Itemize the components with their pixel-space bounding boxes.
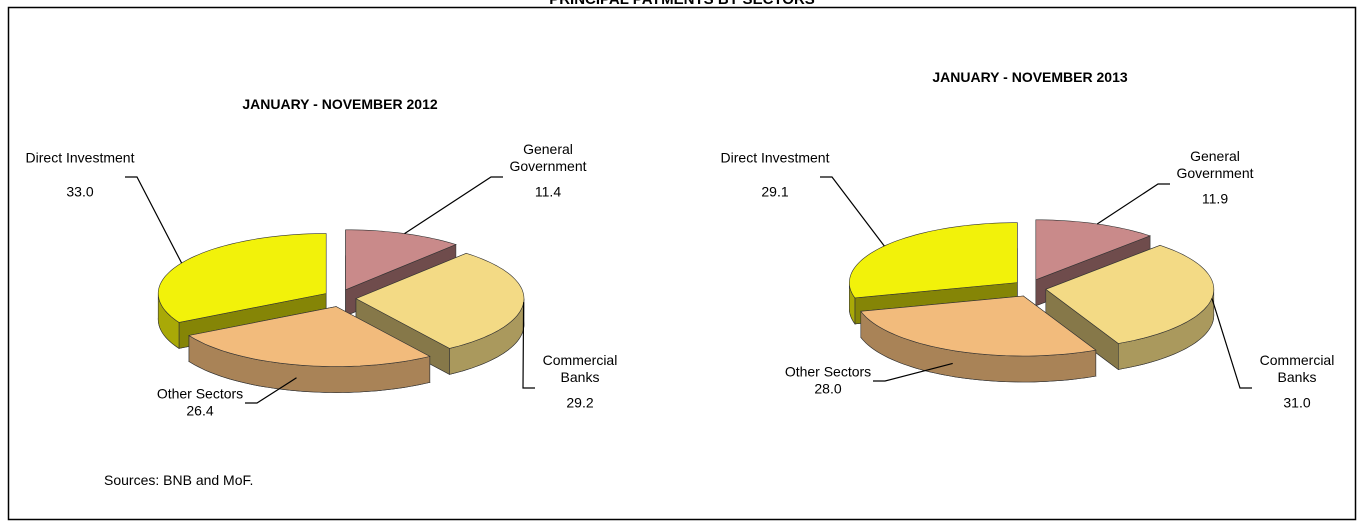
slice-label: Direct Investment (25, 149, 135, 166)
leader-line (1211, 298, 1252, 389)
leader-line (125, 176, 183, 264)
slice-label: General Government (509, 141, 587, 174)
slice-label: Direct Investment (720, 149, 830, 166)
slice-value: 11.9 (1201, 190, 1229, 207)
slice-value: 26.4 (186, 402, 214, 419)
leader-line (245, 377, 297, 404)
source-note: Sources: BNB and MoF. (104, 472, 254, 488)
slice-label: Commercial Banks (542, 352, 618, 385)
chart-title: JANUARY - NOVEMBER 2012 (242, 96, 438, 112)
slice-value: 11.4 (534, 183, 562, 200)
slice-value: 29.1 (761, 183, 789, 200)
leader-line (873, 362, 953, 382)
slice-value: 31.0 (1283, 394, 1311, 411)
leader-line (404, 176, 503, 235)
leader-line (522, 302, 535, 389)
slice-value: 29.2 (566, 394, 594, 411)
slice-value: 33.0 (66, 183, 94, 200)
slice-value: 28.0 (814, 380, 842, 397)
slice-label: Other Sectors (784, 363, 872, 380)
leader-line (1096, 183, 1170, 225)
page-title: PRINCIPAL PAYMENTS BY SECTORS (549, 0, 815, 8)
slice (188, 306, 431, 367)
leader-line (820, 176, 885, 247)
slice-label: Other Sectors (156, 385, 244, 402)
slice-label: General Government (1176, 148, 1254, 181)
chart-title: JANUARY - NOVEMBER 2013 (932, 69, 1128, 85)
slice-label: Commercial Banks (1259, 352, 1335, 385)
slice (860, 295, 1097, 357)
frame (7, 6, 1357, 521)
